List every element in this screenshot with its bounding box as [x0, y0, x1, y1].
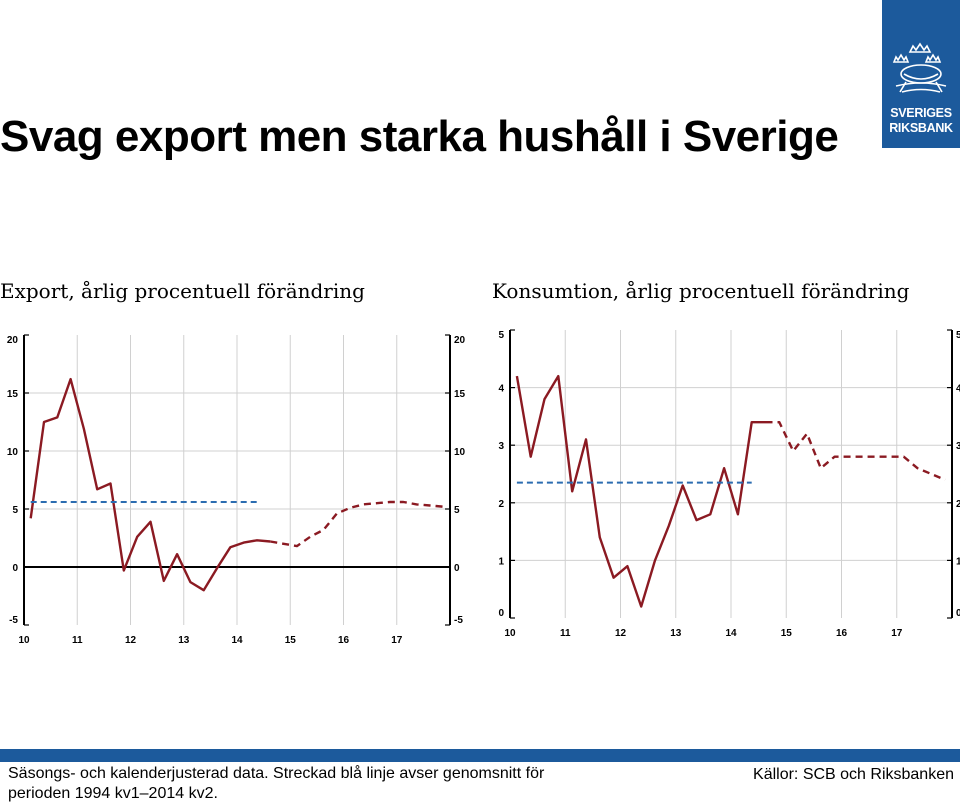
y-tick-label-left: 15 — [7, 389, 19, 400]
x-tick-label: 12 — [125, 635, 137, 646]
y-tick-label-right: 5 — [956, 330, 960, 341]
x-tick-label: 10 — [18, 635, 30, 646]
x-tick-label: 12 — [615, 628, 627, 639]
y-tick-label-right: 3 — [956, 441, 960, 452]
x-tick-label: 14 — [725, 628, 737, 639]
x-tick-label: 15 — [285, 635, 297, 646]
logo-line-2: RIKSBANK — [889, 121, 953, 135]
x-tick-label: 11 — [560, 628, 571, 639]
y-tick-label-right: 0 — [956, 608, 960, 619]
y-tick-label-left: 2 — [498, 499, 504, 510]
series-line-outcome — [29, 377, 271, 592]
footnote: Säsongs- och kalenderjusterad data. Stre… — [8, 765, 545, 802]
y-tick-label-left: 0 — [12, 563, 18, 574]
y-tick-label-left: 3 — [498, 441, 504, 452]
konsumtion-chart: 0 01 12 23 34 45 510 11 12 13 14 15 16 17 — [498, 329, 960, 639]
series-line-outcome — [515, 374, 766, 608]
x-tick-label: 10 — [504, 628, 516, 639]
x-tick-label: 15 — [781, 628, 793, 639]
y-tick-label-right: 0 — [454, 563, 460, 574]
riksbank-logo: SVERIGES RIKSBANK — [882, 0, 960, 148]
series-line-forecast — [270, 500, 444, 548]
x-tick-label: 17 — [891, 628, 903, 639]
y-tick-label-right: 4 — [956, 384, 960, 395]
chart-title-export: Export, årlig procentuell förändring — [0, 279, 365, 303]
x-tick-label: 16 — [338, 635, 350, 646]
slide-title: Svag export men starka hushåll i Sverige — [0, 112, 839, 161]
crown-emblem-icon — [892, 42, 947, 93]
y-tick-label-right: 1 — [956, 556, 960, 567]
y-tick-label-right: 5 — [454, 505, 460, 516]
x-tick-label: 13 — [178, 635, 190, 646]
x-tick-label: 17 — [391, 635, 403, 646]
y-tick-label-left: 0 — [498, 608, 504, 619]
series-line-forecast — [765, 420, 946, 481]
footer-band — [0, 749, 960, 762]
y-tick-label-right: -5 — [454, 615, 463, 626]
y-tick-label-right: 10 — [454, 447, 466, 458]
y-tick-label-left: 4 — [498, 384, 504, 395]
y-tick-label-left: -5 — [9, 615, 18, 626]
x-tick-label: 16 — [836, 628, 848, 639]
logo-line-1: SVERIGES — [890, 106, 952, 120]
chart-title-konsumtion: Konsumtion, årlig procentuell förändring — [492, 279, 910, 303]
y-tick-label-left: 5 — [498, 330, 504, 341]
y-tick-label-left: 20 — [7, 335, 19, 346]
y-tick-label-left: 1 — [498, 556, 504, 567]
y-tick-label-left: 10 — [7, 447, 19, 458]
source-note: Källor: SCB och Riksbanken — [753, 766, 954, 783]
y-tick-label-right: 20 — [454, 335, 466, 346]
x-tick-label: 13 — [670, 628, 682, 639]
x-tick-label: 14 — [231, 635, 243, 646]
x-tick-label: 11 — [72, 635, 83, 646]
y-tick-label-right: 2 — [956, 499, 960, 510]
y-tick-label-right: 15 — [454, 389, 466, 400]
export-chart: -5 -5 0 0 5 5 10 10 15 15 20 20 10 11 12 13 14 15 16 17 — [7, 334, 466, 646]
y-tick-label-left: 5 — [12, 505, 18, 516]
